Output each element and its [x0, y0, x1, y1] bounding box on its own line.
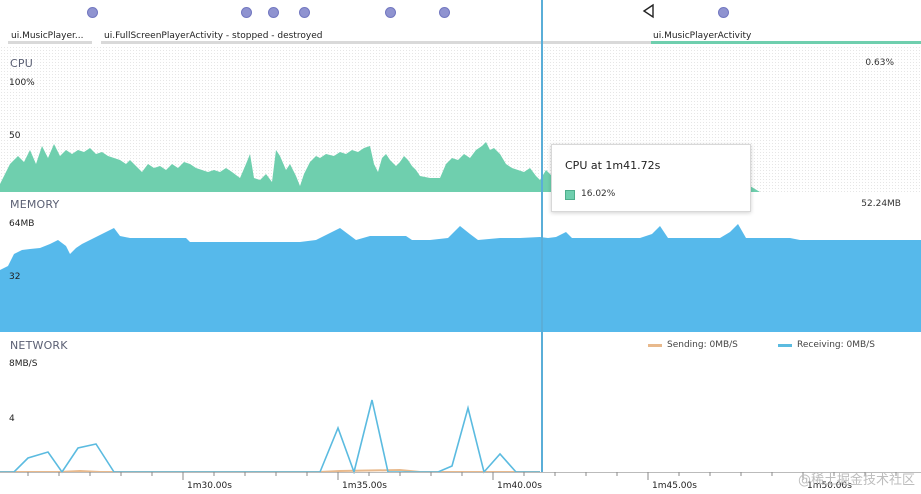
- touch-event-icon[interactable]: [718, 7, 729, 18]
- activity-bar-gap: [543, 30, 651, 44]
- memory-tick-mid: 32: [9, 272, 21, 282]
- tooltip-value: 16.02%: [581, 189, 616, 199]
- timeline-cursor[interactable]: [541, 0, 543, 472]
- sending-swatch: [648, 343, 662, 347]
- time-tick-label: 1m40.00s: [497, 481, 542, 491]
- memory-tick-max: 64MB: [9, 219, 35, 229]
- touch-event-icon[interactable]: [241, 7, 252, 18]
- cpu-title: CPU: [10, 57, 33, 70]
- legend-sending: Sending: 0MB/S: [648, 340, 738, 350]
- touch-event-icon[interactable]: [385, 7, 396, 18]
- tooltip-title: CPU at 1m41.72s: [565, 159, 661, 172]
- touch-event-icon[interactable]: [439, 7, 450, 18]
- cpu-chart: [0, 46, 921, 192]
- touch-event-icon[interactable]: [299, 7, 310, 18]
- memory-current-value: 52.24MB: [861, 199, 901, 209]
- touch-event-icon[interactable]: [87, 7, 98, 18]
- activity-bar-music-player-start[interactable]: ui.MusicPlayer...: [8, 30, 92, 44]
- tooltip-swatch: [565, 190, 575, 200]
- legend-receiving-label: Receiving: 0MB/S: [797, 340, 875, 350]
- cpu-current-value: 0.63%: [865, 58, 894, 68]
- back-arrow-icon[interactable]: [641, 3, 657, 19]
- cpu-area: [0, 142, 921, 192]
- touch-event-icon[interactable]: [268, 7, 279, 18]
- memory-chart: [0, 224, 921, 332]
- legend-sending-label: Sending: 0MB/S: [667, 340, 738, 350]
- time-axis: [0, 472, 921, 480]
- activity-label: ui.MusicPlayerActivity: [653, 31, 752, 41]
- memory-area: [0, 224, 921, 332]
- memory-title: MEMORY: [10, 198, 60, 211]
- watermark: @稀土掘金技术社区: [797, 473, 915, 488]
- legend-receiving: Receiving: 0MB/S: [778, 340, 875, 350]
- cpu-tooltip: CPU at 1m41.72s 16.02%: [551, 144, 751, 212]
- network-tick-max: 8MB/S: [9, 359, 38, 369]
- activity-label: ui.FullScreenPlayerActivity - stopped - …: [104, 31, 323, 41]
- cpu-tick-mid: 50: [9, 131, 21, 141]
- time-tick-label: 1m45.00s: [652, 481, 697, 491]
- network-tick-mid: 4: [9, 414, 15, 424]
- activity-label: ui.MusicPlayer...: [11, 31, 84, 41]
- activity-bar-fullscreen-player[interactable]: ui.FullScreenPlayerActivity - stopped - …: [101, 30, 541, 44]
- activity-bar-music-player-active[interactable]: ui.MusicPlayerActivity: [651, 30, 921, 44]
- time-tick-label: 1m35.00s: [342, 481, 387, 491]
- time-tick-label: 1m30.00s: [187, 481, 232, 491]
- receiving-swatch: [778, 343, 792, 347]
- network-chart: [0, 399, 540, 474]
- network-title: NETWORK: [10, 339, 68, 352]
- time-tick-label: 1m50.00s: [807, 481, 852, 491]
- cpu-tick-max: 100%: [9, 78, 35, 88]
- receiving-line: [0, 399, 540, 474]
